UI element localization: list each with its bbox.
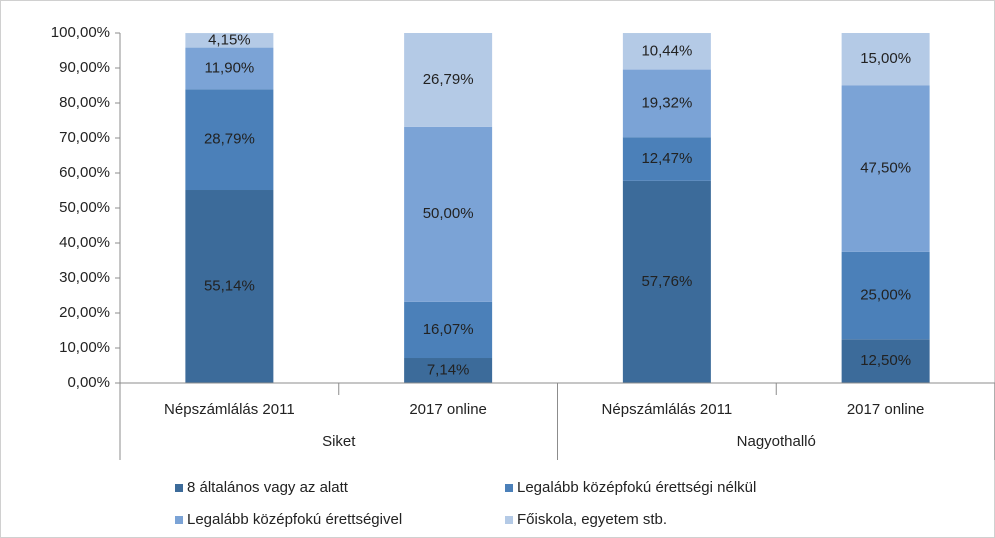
value-label: 11,90% — [204, 59, 254, 76]
bar-segment — [185, 190, 274, 383]
value-label: 55,14% — [204, 277, 255, 294]
legend-label: Legalább középfokú érettségi nélkül — [517, 479, 756, 496]
legend-swatch — [175, 516, 183, 524]
y-tick-label: 90,00% — [59, 59, 110, 76]
bar-segment — [404, 301, 493, 359]
bar-segment — [622, 180, 711, 383]
legend-swatch — [505, 516, 513, 524]
x-tick-label: 2017 online — [847, 401, 925, 418]
bar-segment — [185, 47, 274, 90]
x-tick-label: Népszámlálás 2011 — [164, 401, 295, 418]
x-tick-label: Népszámlálás 2011 — [602, 401, 733, 418]
value-label: 10,44% — [641, 42, 692, 59]
value-label: 25,00% — [860, 286, 911, 303]
legend-label: Főiskola, egyetem stb. — [517, 511, 667, 528]
x-tick-label: 2017 online — [409, 401, 487, 418]
y-tick-label: 60,00% — [59, 164, 110, 181]
value-label: 28,79% — [204, 131, 255, 148]
bar-segment — [841, 33, 930, 86]
value-label: 57,76% — [641, 273, 692, 290]
y-tick-label: 70,00% — [59, 129, 110, 146]
value-label: 47,50% — [860, 160, 911, 177]
group-label: Nagyothalló — [737, 433, 816, 450]
bar-segment — [622, 69, 711, 138]
value-label: 12,47% — [641, 150, 692, 167]
group-label: Siket — [322, 433, 356, 450]
y-tick-label: 0,00% — [67, 374, 110, 391]
y-tick-label: 10,00% — [59, 339, 110, 356]
value-label: 4,15% — [208, 31, 251, 48]
y-tick-label: 30,00% — [59, 269, 110, 286]
bar-segment — [841, 339, 930, 383]
y-tick-label: 40,00% — [59, 234, 110, 251]
bar-segment — [404, 33, 493, 127]
value-label: 19,32% — [641, 94, 692, 111]
value-label: 16,07% — [423, 321, 474, 338]
y-tick-label: 80,00% — [59, 94, 110, 111]
legend-swatch — [505, 484, 513, 492]
bar-segment — [404, 358, 493, 383]
y-tick-label: 50,00% — [59, 199, 110, 216]
value-label: 12,50% — [860, 352, 911, 369]
y-tick-label: 20,00% — [59, 304, 110, 321]
bar-segment — [404, 126, 493, 302]
legend-label: Legalább középfokú érettségivel — [187, 511, 402, 528]
value-label: 50,00% — [423, 205, 474, 222]
value-label: 15,00% — [860, 50, 911, 67]
legend-swatch — [175, 484, 183, 492]
value-label: 7,14% — [427, 361, 470, 378]
legend-label: 8 általános vagy az alatt — [187, 479, 349, 496]
bar-segment — [622, 137, 711, 181]
bar-segment — [185, 33, 274, 48]
bar-segment — [185, 89, 274, 191]
value-label: 26,79% — [423, 71, 474, 88]
bar-segment — [841, 251, 930, 340]
bar-segment — [622, 33, 711, 70]
y-tick-label: 100,00% — [51, 24, 110, 41]
bar-segment — [841, 85, 930, 252]
